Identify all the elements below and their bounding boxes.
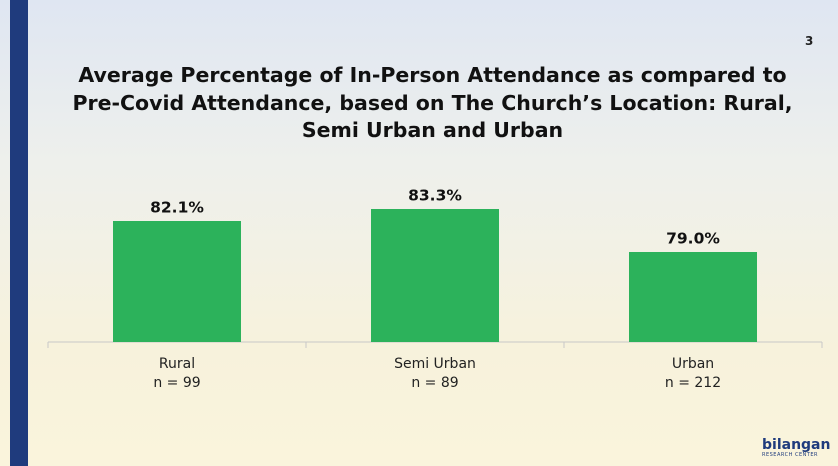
x-tick-label: Urban [672,356,714,372]
bar [371,209,499,342]
bar [113,221,241,342]
bar [629,252,757,342]
logo: bilangan RESEARCH CENTER [762,438,830,459]
logo-name: bilangan [762,437,831,453]
chart-title: Average Percentage of In-Person Attendan… [72,63,793,142]
value-label: 82.1% [150,199,204,217]
logo-subtitle: RESEARCH CENTER [762,452,819,458]
value-label: 83.3% [408,187,462,205]
sample-size: n = 89 [411,375,458,391]
page-number: 3 [805,34,814,48]
x-tick-label: Rural [159,356,195,372]
sample-size: n = 99 [153,375,200,391]
x-tick-label: Semi Urban [394,356,476,372]
sample-size: n = 212 [665,375,721,391]
value-label: 79.0% [666,230,720,248]
side-strip [10,0,28,466]
